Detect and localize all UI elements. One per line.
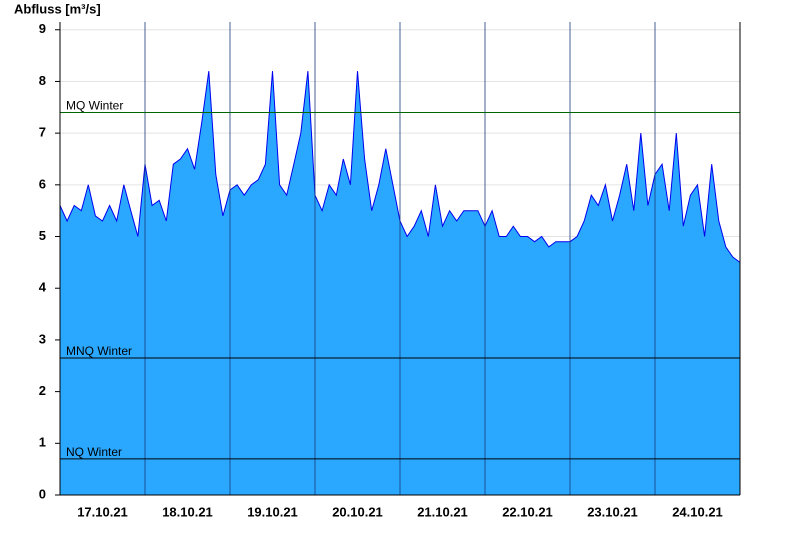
x-tick-label: 20.10.21 bbox=[332, 504, 383, 519]
x-tick-label: 21.10.21 bbox=[417, 504, 468, 519]
y-tick-label: 2 bbox=[39, 383, 46, 398]
reference-label: MNQ Winter bbox=[66, 344, 132, 358]
y-tick-label: 5 bbox=[39, 228, 46, 243]
y-tick-label: 1 bbox=[39, 435, 46, 450]
x-tick-label: 19.10.21 bbox=[247, 504, 298, 519]
y-tick-label: 6 bbox=[39, 176, 46, 191]
y-tick-label: 8 bbox=[39, 73, 46, 88]
x-tick-label: 18.10.21 bbox=[162, 504, 213, 519]
reference-label: NQ Winter bbox=[66, 445, 122, 459]
x-tick-label: 17.10.21 bbox=[77, 504, 128, 519]
reference-label: MQ Winter bbox=[66, 99, 123, 113]
x-tick-label: 24.10.21 bbox=[672, 504, 723, 519]
y-tick-label: 0 bbox=[39, 486, 46, 501]
y-tick-label: 7 bbox=[39, 125, 46, 140]
y-axis-label: Abfluss [m³/s] bbox=[14, 1, 101, 16]
x-tick-label: 23.10.21 bbox=[587, 504, 638, 519]
x-tick-label: 22.10.21 bbox=[502, 504, 553, 519]
y-tick-label: 9 bbox=[39, 21, 46, 36]
y-tick-label: 4 bbox=[39, 280, 47, 295]
y-tick-label: 3 bbox=[39, 331, 46, 346]
